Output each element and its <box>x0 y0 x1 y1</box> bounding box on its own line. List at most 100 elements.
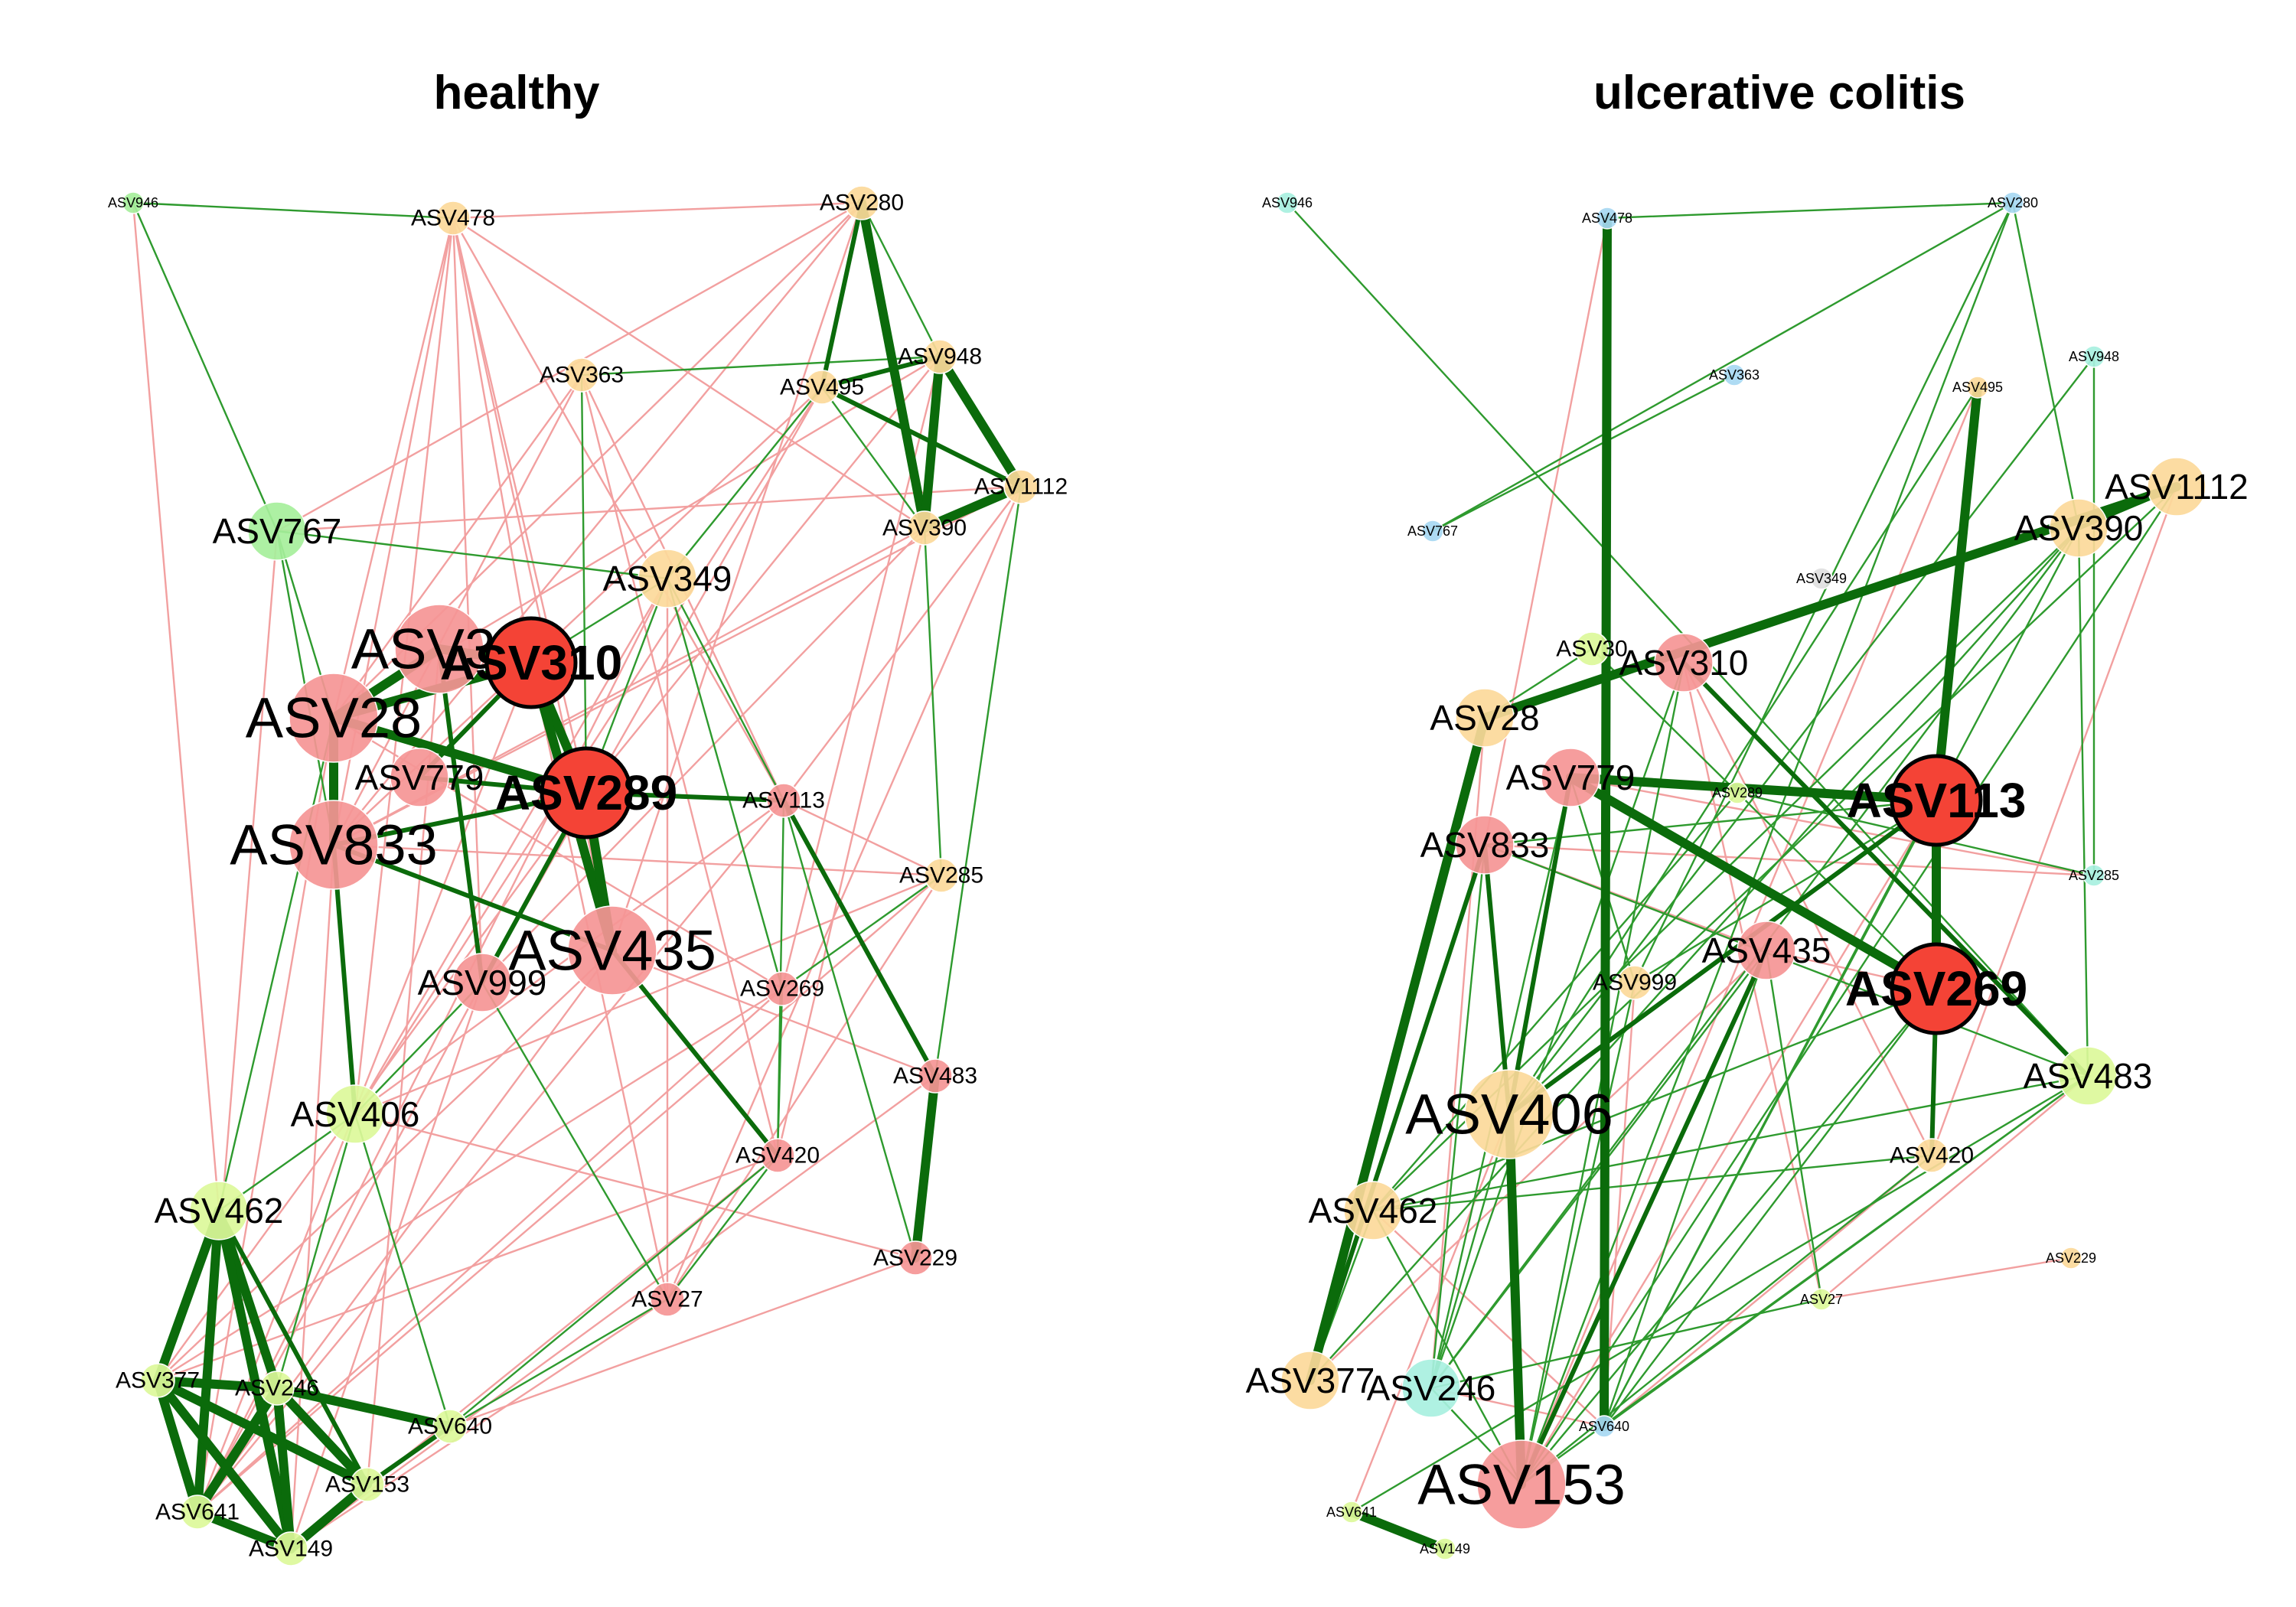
edge-asv478-asv280 <box>452 201 863 220</box>
node-circle <box>638 549 697 608</box>
edge-asv767-asv349 <box>276 530 669 580</box>
edge-asv280-asv767 <box>1431 201 2014 533</box>
node-label: ASV28 <box>246 686 422 750</box>
node-circle <box>189 1181 249 1240</box>
edge-asv462-asv153 <box>1371 1209 1523 1486</box>
edge-asv285-asv833 <box>332 843 943 877</box>
node-label: ASV999 <box>418 963 547 1002</box>
edge-asv435-asv640 <box>1603 949 1768 1428</box>
edge-asv377-asv246 <box>153 1376 282 1393</box>
edge-asv435-asv27 <box>1765 949 1823 1301</box>
node-label: ASV420 <box>735 1143 820 1169</box>
edge-asv1112-asv113 <box>782 485 1022 802</box>
node-asv483: ASV483 <box>2024 1046 2153 1106</box>
node-asv113: ASV113 <box>1847 754 2027 847</box>
node-label: ASV495 <box>780 375 864 400</box>
node-label: ASV640 <box>408 1414 492 1439</box>
edge-asv310-asv420 <box>1682 661 1933 1157</box>
node-circle <box>1340 1501 1363 1524</box>
node-asv420: ASV420 <box>735 1138 820 1173</box>
node-label: ASV779 <box>1506 758 1636 797</box>
node-circle <box>484 616 578 709</box>
node-circle <box>1723 363 1746 386</box>
network-panel-healthy: healthy ASV946 ASV478 ASV280 ASV363 ASV495 AS… <box>108 67 1068 1566</box>
node-asv767: ASV767 <box>213 501 342 561</box>
edge-asv27-asv640 <box>448 1298 669 1428</box>
edge-asv462-asv153 <box>217 1208 370 1487</box>
node-circle <box>1401 1358 1461 1418</box>
node-asv269: ASV269 <box>740 971 824 1006</box>
node-circle <box>2060 1247 2082 1270</box>
panel-title: healthy <box>433 67 600 119</box>
node-asv390: ASV390 <box>2014 498 2143 558</box>
edge-asv478-asv999 <box>452 217 484 984</box>
edge-asv27-asv246 <box>1430 1298 1823 1390</box>
node-label: ASV946 <box>108 195 158 210</box>
node-asv363: ASV363 <box>540 357 624 393</box>
node-label: ASV310 <box>1619 643 1749 683</box>
edge-asv406-asv246 <box>1430 1113 1511 1390</box>
edge-asv349-asv113 <box>666 577 785 802</box>
node-asv289: ASV289 <box>1712 781 1763 804</box>
edge-asv269-asv420 <box>776 987 784 1157</box>
node-label: ASV280 <box>820 191 904 216</box>
edge-asv779-asv406 <box>1507 775 1573 1116</box>
edge-asv406-asv999 <box>354 981 484 1116</box>
edge-asv390-asv1112 <box>920 482 1026 533</box>
node-label: ASV948 <box>2069 349 2119 364</box>
node-circle <box>180 1495 215 1530</box>
edge-asv285-asv269 <box>781 874 943 990</box>
edge-asv113-asv229 <box>782 799 917 1260</box>
edge-asv478-asv113 <box>452 217 785 802</box>
edge-asv483-asv27 <box>1820 1074 2089 1301</box>
node-asv435: ASV435 <box>1702 921 1831 980</box>
edge-asv483-asv640 <box>1603 1074 2089 1428</box>
node-label: ASV289 <box>495 765 677 820</box>
edge-asv280-asv435 <box>611 201 863 952</box>
edge-asv946-asv462 <box>132 201 220 1212</box>
node-circle <box>1476 1439 1567 1530</box>
node-label: ASV377 <box>1246 1361 1375 1400</box>
node-circle <box>766 783 801 818</box>
node-circle <box>564 357 599 393</box>
node-circle <box>289 673 379 763</box>
edge-asv999-asv113 <box>1633 799 1938 984</box>
edge-asv478-asv310 <box>452 217 533 664</box>
node-layer: ASV946 ASV478 ASV280 ASV363 ASV495 ASV948 ASV1… <box>108 185 1068 1566</box>
node-label: ASV363 <box>540 363 624 388</box>
node-asv280: ASV280 <box>820 185 904 220</box>
edge-asv406-asv640 <box>354 1113 452 1428</box>
node-label: ASV149 <box>1420 1541 1470 1556</box>
edge-asv113-asv406 <box>1507 798 1939 1116</box>
node-asv767: ASV767 <box>1407 520 1458 543</box>
node-label: ASV28 <box>1430 698 1539 738</box>
node-asv28: ASV28 <box>246 673 422 763</box>
edge-asv363-asv289 <box>580 373 588 794</box>
edge-asv289-asv462 <box>1371 791 1739 1212</box>
node-label: ASV495 <box>1952 380 2003 395</box>
node-label: ASV113 <box>1847 773 2027 828</box>
edge-asv113-asv640 <box>1603 799 1938 1428</box>
edge-asv229-asv406 <box>354 1113 917 1260</box>
edge-asv1112-asv153 <box>1520 485 2178 1486</box>
node-circle <box>1810 567 1833 590</box>
edge-asv269-asv377 <box>156 987 784 1382</box>
node-label: ASV767 <box>213 511 342 551</box>
node-label: ASV483 <box>2024 1056 2153 1096</box>
edge-asv113-asv285 <box>782 799 943 877</box>
node-circle <box>1574 631 1609 667</box>
node-asv1112: ASV1112 <box>974 469 1068 504</box>
node-label: ASV478 <box>411 206 495 231</box>
node-asv948: ASV948 <box>898 339 982 374</box>
node-circle <box>1890 754 1983 847</box>
node-circle <box>2147 457 2206 517</box>
node-asv999: ASV999 <box>1593 965 1677 1000</box>
node-asv462: ASV462 <box>1309 1181 1437 1240</box>
node-circle <box>1464 1069 1554 1159</box>
edge-asv280-asv390 <box>2011 201 2080 530</box>
node-asv149: ASV149 <box>249 1531 333 1566</box>
node-circle <box>1593 1415 1616 1438</box>
edge-asv113-asv641 <box>196 799 785 1514</box>
edge-asv948-asv495 <box>820 354 942 390</box>
node-label: ASV289 <box>1712 785 1763 800</box>
